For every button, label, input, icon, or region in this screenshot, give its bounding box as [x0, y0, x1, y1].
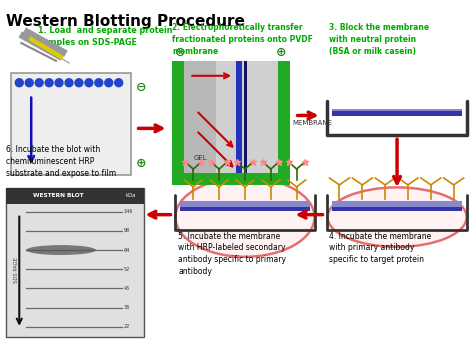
Text: 1. Load  and separate protein
samples on SDS-PAGE: 1. Load and separate protein samples on … — [38, 26, 173, 47]
Text: 22: 22 — [124, 324, 130, 329]
Text: 45: 45 — [124, 286, 130, 291]
Bar — [332, 207, 462, 211]
Text: Western Blotting Procedure: Western Blotting Procedure — [6, 14, 245, 29]
Bar — [332, 201, 462, 207]
Bar — [236, 61, 242, 173]
Text: MEMBRANE: MEMBRANE — [292, 120, 333, 126]
Bar — [173, 173, 290, 185]
Bar — [278, 61, 290, 185]
Circle shape — [85, 79, 93, 87]
Bar — [244, 61, 247, 173]
Circle shape — [15, 79, 23, 87]
Bar — [6, 188, 144, 204]
Text: 3. Block the membrane
with neutral protein
(BSA or milk casein): 3. Block the membrane with neutral prote… — [329, 23, 429, 56]
Bar — [332, 109, 462, 111]
Text: 2. Electrophoretically transfer
fractionated proteins onto PVDF
membrane: 2. Electrophoretically transfer fraction… — [173, 23, 313, 56]
Text: 6. Incubate the blot with
chemiluminescent HRP
substrate and expose to film: 6. Incubate the blot with chemiluminesce… — [6, 145, 117, 178]
Text: 4. Incubate the membrane
with primary antibody
specific to target protein: 4. Incubate the membrane with primary an… — [329, 231, 432, 264]
Text: 5. Incubate the membrane
with HRP-labeled secondary
antibody specific to primary: 5. Incubate the membrane with HRP-labele… — [178, 231, 286, 276]
Bar — [180, 201, 310, 207]
Bar — [173, 61, 184, 185]
Ellipse shape — [328, 188, 466, 247]
Circle shape — [25, 79, 33, 87]
Bar — [11, 73, 131, 175]
Text: 146: 146 — [124, 209, 133, 214]
Bar — [6, 188, 144, 337]
Text: WESTERN BLOT: WESTERN BLOT — [33, 193, 84, 198]
Bar — [332, 109, 462, 117]
Text: 36: 36 — [124, 305, 130, 310]
Bar — [184, 61, 278, 173]
Bar — [180, 207, 310, 211]
Text: ⊕: ⊕ — [136, 157, 146, 170]
Circle shape — [95, 79, 103, 87]
Circle shape — [105, 79, 113, 87]
Text: ⊖: ⊖ — [136, 81, 146, 94]
Text: GEL: GEL — [193, 155, 207, 161]
Text: SDS PAGE: SDS PAGE — [14, 257, 19, 283]
Ellipse shape — [175, 177, 315, 257]
Circle shape — [45, 79, 53, 87]
Circle shape — [75, 79, 83, 87]
Circle shape — [115, 79, 123, 87]
Text: ⊖: ⊖ — [174, 46, 185, 59]
Circle shape — [55, 79, 63, 87]
Bar — [184, 61, 216, 173]
Circle shape — [65, 79, 73, 87]
Circle shape — [35, 79, 43, 87]
Text: 98: 98 — [124, 228, 130, 233]
Text: kDa: kDa — [126, 193, 136, 198]
Text: ⊕: ⊕ — [276, 46, 286, 59]
Ellipse shape — [26, 245, 96, 255]
Text: 52: 52 — [124, 267, 130, 272]
Text: 64: 64 — [124, 247, 130, 253]
